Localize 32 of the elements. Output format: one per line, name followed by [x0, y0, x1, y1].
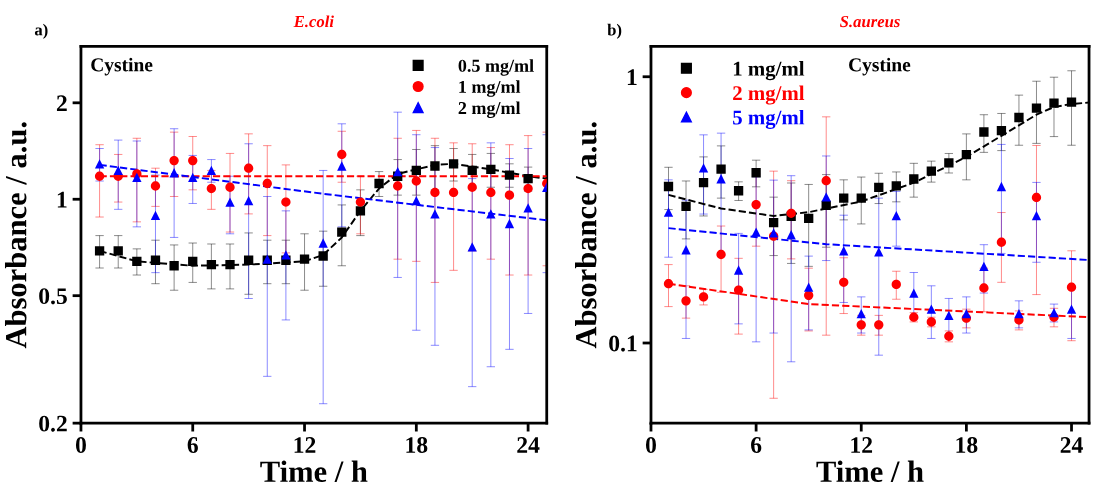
y-tick-label: 0.2	[39, 415, 67, 432]
legend-label: 5 mg/ml	[733, 109, 805, 129]
y-tick-label: 1	[627, 69, 637, 85]
legend-label: 2 mg/ml	[733, 85, 805, 105]
text: b)	[607, 23, 622, 39]
text: a)	[34, 23, 48, 39]
y-tick-label: 1	[57, 191, 67, 208]
legend-label: 1 mg/ml	[459, 80, 521, 97]
x-tick-label: 6	[751, 437, 762, 453]
x-tick-label: 18	[956, 437, 978, 453]
y-axis-title: Absorbance / a.u.	[575, 122, 597, 349]
x-tick-label: 0	[75, 437, 86, 453]
y-tick-label: 2	[56, 95, 67, 112]
annotation: Cystine	[91, 57, 153, 76]
x-tick-label: 18	[406, 437, 428, 453]
chart-title: E.coli	[293, 15, 334, 28]
y-tick-label: 0.1	[609, 335, 637, 352]
legend-label: 0.5 mg/ml	[458, 59, 534, 76]
x-tick-label: 24	[517, 437, 540, 453]
legend-label: 1 mg/ml	[733, 61, 805, 81]
annotation: Cystine	[849, 57, 911, 76]
chart-title: S.aureus	[839, 15, 900, 28]
x-tick-label: 12	[851, 437, 873, 453]
x-axis-title: Time / h	[816, 460, 924, 483]
y-tick-label: 0.5	[39, 288, 67, 305]
legend-label: 2 mg/ml	[458, 101, 521, 118]
x-axis-title: Time / h	[260, 460, 368, 483]
x-tick-label: 0	[645, 437, 656, 453]
x-tick-label: 6	[187, 437, 198, 453]
x-tick-label: 12	[294, 437, 316, 453]
x-tick-label: 24	[1060, 437, 1083, 453]
y-axis-title: Absorbance / a.u.	[4, 122, 27, 349]
